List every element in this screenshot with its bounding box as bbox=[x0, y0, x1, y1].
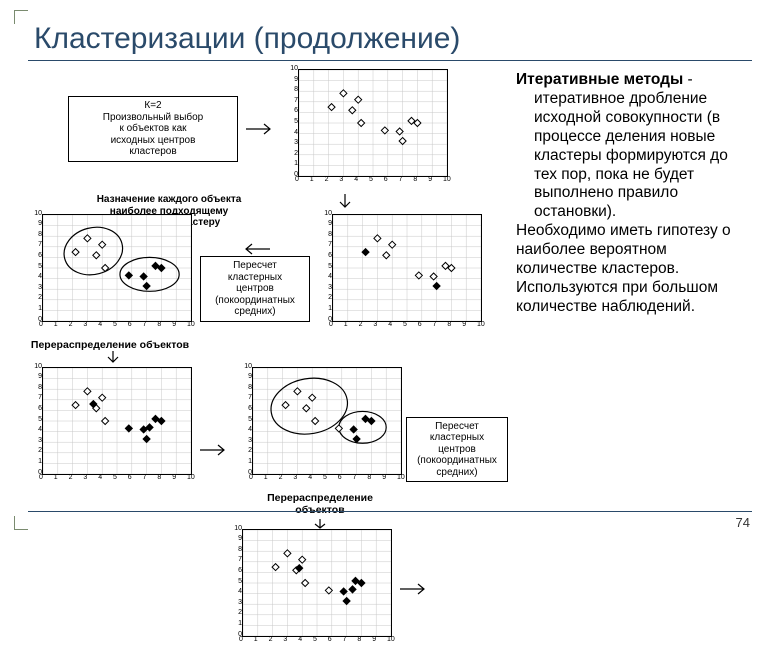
col-c2: 001122334455667788991010 bbox=[318, 214, 482, 334]
chart-c2 bbox=[332, 214, 482, 322]
arrow-down-icon bbox=[338, 194, 352, 212]
col-c5: 001122334455667788991010 Перераспределен… bbox=[238, 367, 402, 533]
arrow-right-icon bbox=[200, 443, 230, 457]
chart-c3 bbox=[42, 214, 192, 322]
arrow-left-icon bbox=[240, 242, 270, 256]
arrow-right-icon bbox=[400, 582, 430, 596]
page-number: 74 bbox=[736, 515, 750, 530]
figure-area: К=2 Произвольный выбор к объектов как ис… bbox=[28, 69, 508, 649]
heading-bold: Итеративные методы bbox=[516, 71, 683, 88]
chart-c6 bbox=[242, 529, 392, 637]
arrow-icon bbox=[246, 122, 276, 136]
text-column: Итеративные методы - итеративное дроблен… bbox=[516, 69, 752, 649]
col-c4: 001122334455667788991010 bbox=[28, 367, 192, 487]
caption-reassign2: Перераспределение объектов bbox=[255, 492, 385, 516]
arrow-down-icon bbox=[106, 351, 120, 367]
box-recalc-1: Пересчет кластерных центров (покоординат… bbox=[200, 256, 310, 322]
para-1: Итеративные методы - bbox=[516, 71, 752, 90]
para-body2: Необходимо иметь гипотезу о наиболее вер… bbox=[516, 222, 752, 279]
col-c3: 001122334455667788991010 Перераспределен… bbox=[28, 214, 192, 351]
content: К=2 Произвольный выбор к объектов как ис… bbox=[28, 69, 752, 649]
col-c6: 001122334455667788991010 bbox=[228, 529, 392, 649]
title-rule bbox=[28, 60, 752, 61]
page-title: Кластеризации (продолжение) bbox=[34, 22, 752, 56]
para-body1: итеративное дробление исходной совокупно… bbox=[516, 90, 752, 222]
caption-reassign1: Перераспределение объектов bbox=[31, 339, 189, 351]
corner-decoration-tl bbox=[14, 10, 28, 24]
footer-rule bbox=[28, 511, 752, 512]
para-body3: Используются при большом количестве набл… bbox=[516, 279, 752, 317]
chart-c4 bbox=[42, 367, 192, 475]
corner-decoration-bl bbox=[14, 516, 28, 530]
chart-c1 bbox=[298, 69, 448, 177]
chart-c1-wrap: 001122334455667788991010 bbox=[284, 69, 448, 189]
box-label-k2: К=2 Произвольный выбор к объектов как ис… bbox=[68, 96, 238, 162]
box-recalc-2: Пересчет кластерных центров (покоординат… bbox=[406, 417, 508, 483]
chart-c5 bbox=[252, 367, 402, 475]
